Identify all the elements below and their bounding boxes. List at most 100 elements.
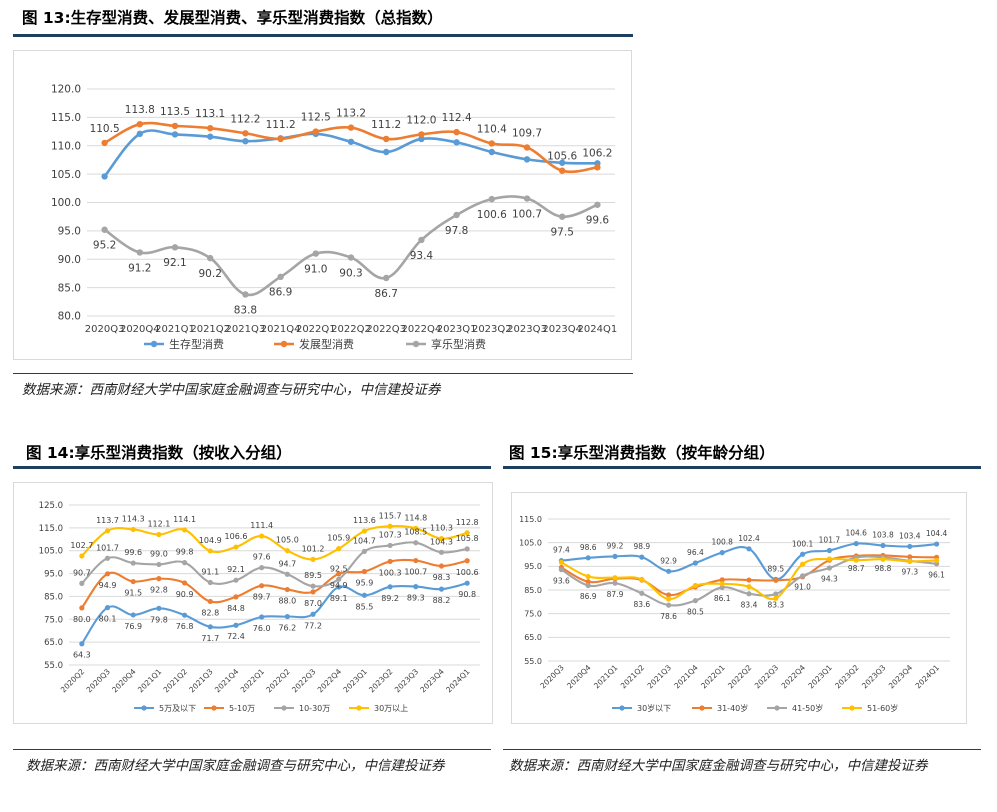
data-point (387, 584, 393, 590)
x-tick-label: 2023Q1 (341, 667, 369, 695)
x-tick-label: 2022Q3 (290, 667, 318, 695)
data-point (101, 226, 108, 233)
data-label: 96.4 (687, 548, 704, 557)
fig15-chart: 55.0 65.0 75.0 85.0 95.0 105.0 115.0 2020Q3 2020… (519, 515, 950, 713)
data-label: 97.8 (445, 225, 468, 237)
data-point (746, 546, 752, 552)
fig14-title: 图 14:享乐型消费指数（按收入分组） (26, 444, 292, 462)
data-label: 101.7 (96, 543, 119, 552)
data-point (361, 592, 368, 598)
data-label: 114.8 (404, 513, 427, 522)
data-label: 99.2 (607, 541, 624, 550)
data-point (79, 553, 85, 559)
data-label: 100.8 (711, 538, 733, 547)
fig13-title: 图 13:生存型消费、发展型消费、享乐型消费指数（总指数） (22, 9, 443, 27)
data-point (284, 571, 290, 577)
data-label: 111.2 (371, 119, 401, 131)
data-label: 83.6 (633, 600, 650, 609)
fig14-source: 数据来源：西南财经大学中国家庭金融调查与研究中心，中信建投证券 (26, 758, 445, 774)
data-point (773, 577, 779, 583)
legend-label: 享乐型消费 (431, 337, 486, 351)
data-label: 104.4 (926, 529, 948, 538)
data-label: 100.1 (792, 539, 814, 548)
data-point (666, 568, 672, 574)
series-1 (101, 120, 601, 174)
legend-label: 30万以上 (374, 704, 408, 713)
data-label: 100.3 (379, 568, 402, 577)
legend-item: 31-40岁 (692, 703, 748, 713)
x-tick-label: 2022Q1 (296, 324, 336, 335)
data-label: 98.6 (580, 543, 597, 552)
data-point (413, 540, 419, 546)
x-tick-label: 2021Q1 (136, 667, 164, 695)
data-label: 112.8 (456, 518, 479, 527)
y-tick-label: 115.0 (39, 524, 63, 534)
data-point (464, 546, 470, 552)
legend-item: 30万以上 (349, 704, 408, 713)
data-point (284, 548, 290, 554)
x-tick-label: 2021Q4 (213, 667, 241, 695)
data-point (130, 578, 136, 585)
data-label: 82.8 (201, 608, 219, 617)
data-point (594, 164, 601, 171)
legend-item: 5万及以下 (134, 704, 196, 713)
data-point (156, 605, 162, 611)
legend-marker (141, 705, 147, 711)
y-tick-label: 95.0 (524, 562, 542, 571)
data-point (559, 167, 566, 174)
data-point (934, 541, 940, 547)
legend-marker (356, 705, 362, 711)
data-point (488, 195, 495, 203)
data-label: 97.3 (901, 568, 918, 577)
series-3 (79, 523, 470, 562)
legend-marker (281, 705, 287, 711)
data-label: 113.6 (353, 516, 376, 525)
series-2 (558, 554, 940, 608)
data-point (773, 591, 779, 597)
data-point (853, 557, 859, 563)
data-label: 78.6 (660, 612, 677, 621)
data-label: 88.2 (433, 596, 451, 605)
data-point (438, 586, 445, 592)
legend-label: 41-50岁 (792, 703, 823, 713)
data-point (207, 133, 214, 140)
legend-label: 5万及以下 (159, 704, 196, 713)
data-point (310, 589, 316, 595)
data-label: 92.8 (150, 586, 168, 595)
data-label: 111.4 (250, 521, 273, 530)
data-label: 106.2 (582, 147, 612, 159)
data-point (418, 236, 425, 244)
legend-label: 51-60岁 (867, 703, 898, 713)
fig14-chart-frame: 55.0 65.0 75.0 85.0 95.0 105.0 115.0 125.0 2020Q… (13, 482, 493, 724)
x-tick-label: 2020Q2 (59, 667, 87, 695)
data-point (853, 541, 859, 547)
data-label: 113.8 (125, 104, 155, 116)
data-label: 90.3 (339, 267, 362, 279)
data-label: 89.3 (407, 594, 425, 603)
data-point (277, 135, 284, 143)
data-point (207, 548, 213, 554)
data-label: 64.3 (73, 651, 91, 660)
x-tick-label: 2021Q1 (155, 324, 195, 335)
data-point (418, 131, 425, 138)
data-label: 79.8 (150, 615, 168, 624)
data-label: 89.1 (330, 594, 348, 603)
data-label: 106.6 (225, 532, 248, 541)
data-label: 103.4 (899, 531, 921, 540)
legend-label: 5-10万 (229, 704, 255, 713)
fig15-source-rule (503, 749, 981, 750)
data-point (259, 614, 265, 620)
data-label: 90.9 (176, 590, 194, 599)
data-point (826, 547, 832, 554)
data-point (310, 611, 316, 617)
data-label: 112.0 (406, 114, 436, 126)
x-tick-label: 2024Q1 (578, 324, 618, 335)
data-label: 91.5 (124, 589, 142, 598)
data-point (336, 576, 342, 582)
data-point (692, 582, 698, 589)
data-label: 90.2 (199, 268, 222, 280)
data-label: 100.7 (404, 568, 427, 577)
data-label: 99.6 (124, 548, 142, 557)
data-label: 113.2 (336, 108, 366, 120)
data-label: 110.5 (90, 123, 120, 135)
